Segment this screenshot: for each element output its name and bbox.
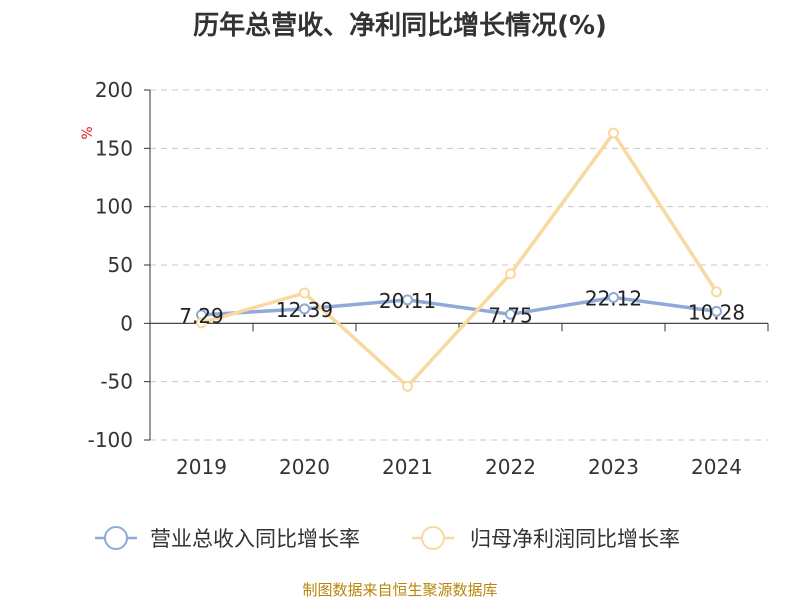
data-label: 12.39 [276,298,333,322]
data-label: 20.11 [379,289,436,313]
x-tick-label: 2024 [691,455,742,479]
y-tick-label: -50 [100,370,133,394]
series-line-2 [201,131,718,389]
series-2-point [608,127,619,139]
data-label: 7.29 [179,304,224,328]
y-tick-label: 100 [95,195,133,219]
x-tick-label: 2019 [176,455,227,479]
series-1-point [608,292,619,304]
axes: 200 150 100 50 0 -50 -100 2019 2020 2021 2022 2023 2… [88,78,769,479]
legend-marker-1 [104,526,128,550]
chart-title: 历年总营收、净利同比增长情况(%) [193,10,607,41]
series-1-point [299,303,310,315]
series-2-point [196,317,207,329]
legend: 营业总收入同比增长率 归母净利润同比增长率 [95,526,680,551]
legend-label-2: 归母净利润同比增长率 [470,527,680,551]
source-note: 制图数据来自恒生聚源数据库 [302,581,497,599]
series-line-1 [201,295,717,317]
series-2-point [299,287,310,299]
y-tick-label: 200 [95,78,133,102]
data-label: 22.12 [585,287,642,311]
data-label: 10.28 [688,300,745,324]
series-2-point [505,268,516,280]
series-1-point [711,305,722,317]
x-tick-label: 2023 [588,455,639,479]
series-1-point [505,308,516,320]
data-labels: 7.29 12.39 20.11 7.75 22.12 10.28 [179,287,745,328]
x-tick-label: 2022 [485,455,536,479]
data-label: 7.75 [488,303,533,327]
y-tick-label: 50 [108,253,133,277]
y-tick-label: 150 [95,136,133,160]
gridlines [150,89,768,441]
y-tick-label: 0 [120,311,133,335]
x-tick-label: 2021 [382,455,433,479]
series-2-point [711,286,722,298]
series-1-point [402,294,413,306]
series-layer [196,127,722,392]
y-tick-label: -100 [88,428,133,452]
y-axis-unit: % [80,126,96,139]
legend-label-1: 营业总收入同比增长率 [150,527,360,551]
legend-marker-2 [421,526,445,550]
series-2-point [402,380,413,392]
x-tick-label: 2020 [279,455,330,479]
